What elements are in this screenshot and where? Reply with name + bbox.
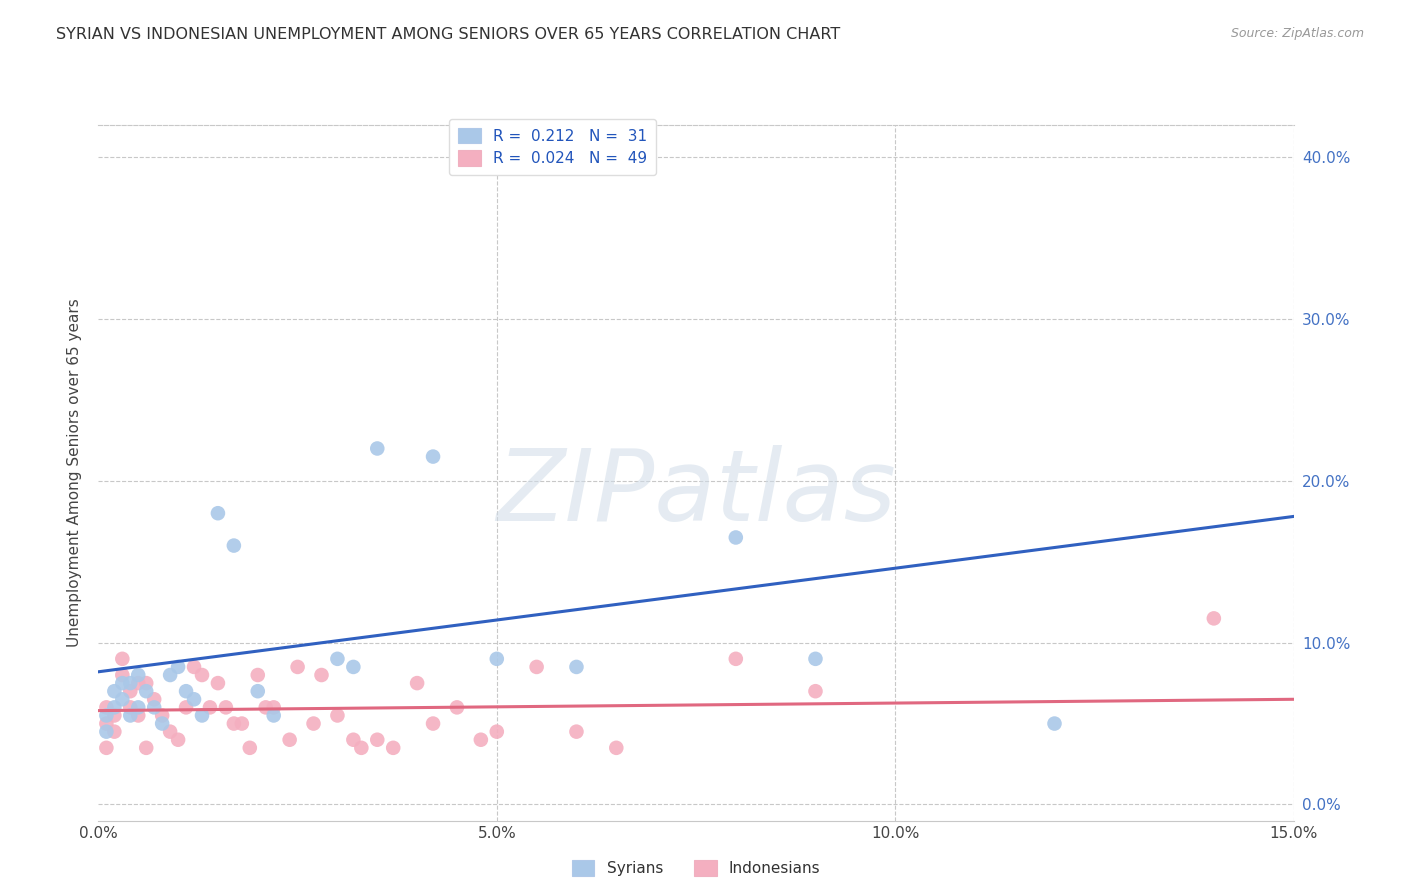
Point (422, 450, 444, 464)
Point (103, 700, 125, 714)
Point (605, 740, 627, 755)
Point (804, 652, 827, 666)
Point (174, 684, 197, 698)
Point (120, 684, 142, 698)
Point (120, 708, 142, 723)
Point (183, 660, 205, 674)
Point (263, 708, 285, 723)
Point (215, 700, 238, 714)
Point (159, 724, 181, 739)
Point (470, 732, 492, 747)
Point (565, 724, 588, 739)
Point (96, 708, 118, 723)
Point (222, 716, 245, 731)
Text: Source: ZipAtlas.com: Source: ZipAtlas.com (1230, 27, 1364, 40)
Point (263, 700, 285, 714)
Legend: Syrians, Indonesians: Syrians, Indonesians (565, 855, 827, 882)
Point (207, 676, 229, 690)
Point (485, 652, 508, 666)
Point (111, 676, 134, 690)
Point (222, 539, 245, 553)
Point (382, 740, 405, 755)
Point (143, 700, 166, 714)
Point (366, 732, 388, 747)
Point (96, 700, 118, 714)
Point (804, 684, 827, 698)
Point (111, 652, 134, 666)
Point (207, 506, 229, 520)
Point (246, 668, 269, 682)
Point (302, 716, 325, 731)
Point (150, 716, 173, 731)
Point (167, 732, 190, 747)
Point (326, 708, 349, 723)
Point (143, 692, 166, 706)
Point (246, 684, 269, 698)
Point (183, 692, 205, 706)
Point (150, 708, 173, 723)
Point (422, 716, 444, 731)
Point (127, 700, 149, 714)
Point (724, 652, 747, 666)
Y-axis label: Unemployment Among Seniors over 65 years: Unemployment Among Seniors over 65 years (67, 299, 83, 647)
Point (231, 716, 253, 731)
Point (724, 531, 747, 545)
Point (287, 660, 309, 674)
Point (1202, 611, 1225, 625)
Point (167, 660, 190, 674)
Point (350, 740, 373, 755)
Point (565, 660, 588, 674)
Text: ZIPatlas: ZIPatlas (496, 445, 896, 542)
Point (127, 676, 149, 690)
Point (526, 660, 548, 674)
Point (239, 740, 262, 755)
Point (342, 660, 364, 674)
Point (127, 708, 149, 723)
Point (135, 684, 157, 698)
Point (120, 700, 142, 714)
Point (96, 724, 118, 739)
Point (120, 676, 142, 690)
Point (198, 700, 221, 714)
Point (103, 684, 125, 698)
Point (103, 708, 125, 723)
Point (111, 668, 134, 682)
Point (135, 676, 157, 690)
Point (135, 740, 157, 755)
Point (311, 668, 333, 682)
Point (366, 442, 388, 456)
Point (254, 700, 277, 714)
Point (127, 668, 149, 682)
Point (96, 716, 118, 731)
Point (278, 732, 301, 747)
Point (406, 676, 429, 690)
Point (342, 732, 364, 747)
Point (191, 668, 214, 682)
Point (1043, 716, 1066, 731)
Point (103, 724, 125, 739)
Point (111, 692, 134, 706)
Point (174, 700, 197, 714)
Point (446, 700, 468, 714)
Point (485, 724, 508, 739)
Point (159, 668, 181, 682)
Point (96, 740, 118, 755)
Text: SYRIAN VS INDONESIAN UNEMPLOYMENT AMONG SENIORS OVER 65 YEARS CORRELATION CHART: SYRIAN VS INDONESIAN UNEMPLOYMENT AMONG … (56, 27, 841, 42)
Point (326, 652, 349, 666)
Point (191, 708, 214, 723)
